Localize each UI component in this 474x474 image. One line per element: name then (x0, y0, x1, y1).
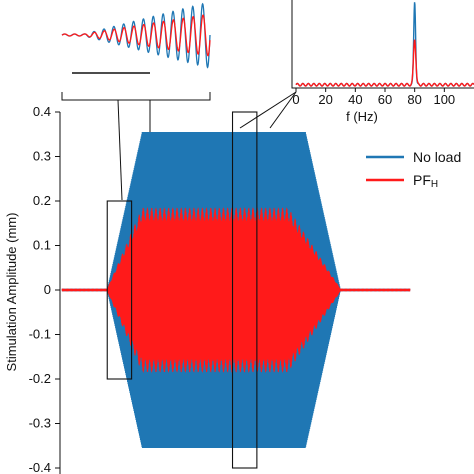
main-series-pfh (61, 207, 411, 373)
main-ylabel: Stimulation Amplitude (mm) (4, 213, 19, 372)
inset-spectrum-series-pfh (295, 39, 474, 87)
inset-spectrum-series-no-load (295, 2, 474, 87)
inset-spectrum: 0 20 40 60 80 100 f (Hz) (291, 0, 474, 124)
legend-label-pfh: PFH (413, 172, 438, 190)
inset-spectrum-connector (239, 91, 297, 129)
main-y-tick-label: 0.2 (33, 193, 51, 208)
zoom-box-middle (231, 111, 258, 469)
main-y-tick-label: 0.4 (33, 104, 51, 119)
zoom-box-left (106, 200, 133, 380)
inset-spectrum-xlabel: f (Hz) (346, 109, 378, 124)
inset-time-series-pfh (61, 14, 211, 57)
inset-spectrum-x-tick-label: 60 (378, 92, 392, 107)
legend-label-no-load: No load (413, 149, 461, 165)
main-y-ticks: 0.4 0.3 0.2 0.1 0 -0.1 -0.2 -0.3 -0.4 (29, 104, 60, 474)
inset-spectrum-x-tick-label: 80 (407, 92, 421, 107)
inset-time-trace (61, 2, 211, 74)
main-y-tick-label: -0.4 (29, 460, 51, 474)
main-y-tick-label: 0 (44, 282, 51, 297)
main-y-tick-label: -0.2 (29, 371, 51, 386)
main-series (61, 132, 411, 448)
inset-spectrum-x-tick-label: 100 (433, 92, 455, 107)
inset-spectrum-frame (291, 0, 474, 89)
legend: No load PFH (366, 149, 461, 190)
main-y-tick-label: 0.3 (33, 149, 51, 164)
inset-spectrum-x-tick-label: 0 (292, 92, 299, 107)
main-y-tick-label: 0.1 (33, 238, 51, 253)
main-y-tick-label: -0.3 (29, 416, 51, 431)
main-y-tick-label: -0.1 (29, 327, 51, 342)
legend-label-pfh-sub: H (431, 179, 438, 190)
legend-label-pfh-main: PF (413, 172, 431, 188)
inset-spectrum-x-tick-label: 20 (318, 92, 332, 107)
inset-spectrum-ticks: 0 20 40 60 80 100 (292, 88, 455, 107)
main-chart: 0.4 0.3 0.2 0.1 0 -0.1 -0.2 -0.3 -0.4 Stimulatio… (4, 104, 411, 474)
inset-spectrum-x-tick-label: 40 (348, 92, 362, 107)
